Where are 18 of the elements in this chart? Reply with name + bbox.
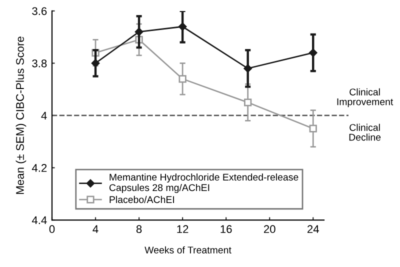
y-tick-label: 4 [41, 112, 47, 120]
legend-label: Placebo/AChEI [110, 196, 174, 204]
y-tick-label: 3.6 [32, 7, 47, 16]
x-tick-label: 12 [177, 225, 188, 233]
y-tick-label: 4.4 [32, 216, 47, 224]
legend-label: Memantine Hydrochloride Extended-release Capsules 28 mg/AChEI [109, 173, 298, 194]
x-tick-label: 0 [49, 225, 55, 234]
text: Clinical Improvement [337, 88, 394, 108]
text: Clinical Decline [349, 124, 381, 141]
y-tick-label: 3.8 [32, 59, 47, 68]
x-tick-label: 4 [92, 225, 98, 233]
x-tick-label: 20 [264, 225, 276, 234]
y-axis-title: Mean (± SEM) CIBC-Plus Score [16, 36, 26, 194]
x-tick-label: 16 [220, 225, 232, 234]
x-axis-title: Weeks of Treatment [144, 246, 232, 254]
x-tick-label: 8 [136, 225, 142, 234]
x-tick-label: 24 [308, 225, 319, 233]
y-tick-label: 4.2 [32, 164, 47, 172]
